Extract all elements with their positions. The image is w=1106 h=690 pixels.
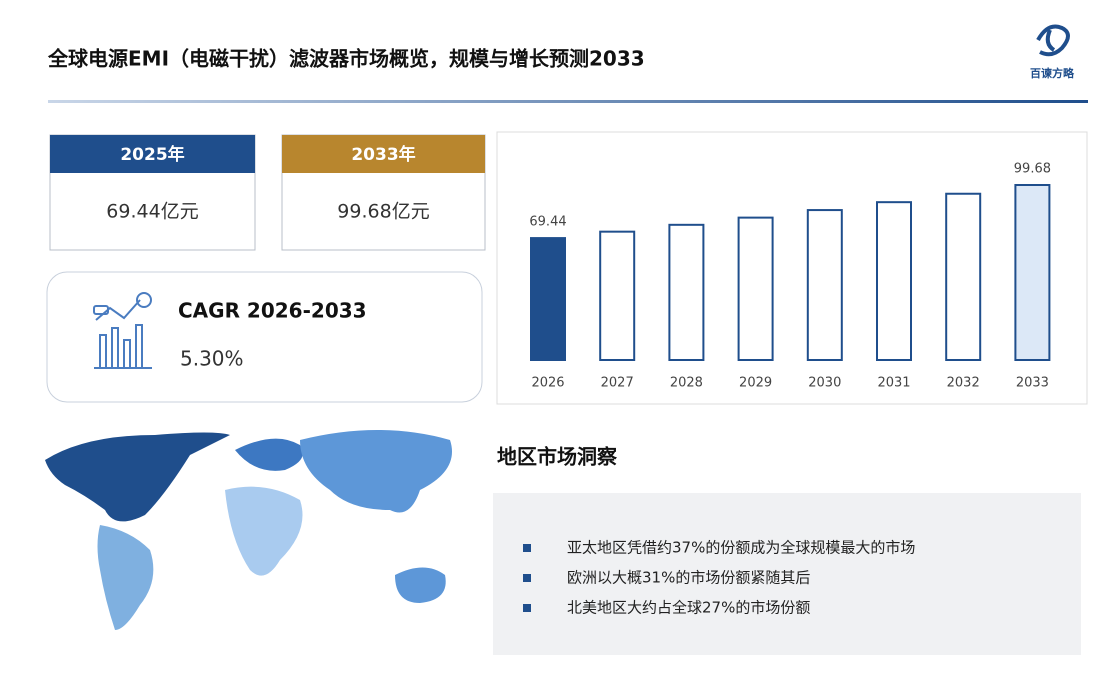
value-label: 99.68	[1014, 162, 1051, 177]
south-america	[97, 525, 154, 630]
cards: 2025年 69.44亿元 2033年 99.68亿元	[49, 134, 486, 251]
title-rule	[48, 100, 1088, 103]
x-tick-label: 2026	[531, 376, 564, 391]
value-label: 69.44	[529, 215, 566, 230]
logo: 百谏方略	[1030, 24, 1075, 80]
bullet-text: 亚太地区凭借约37%的份额成为全球规模最大的市场	[567, 539, 915, 557]
card-header	[50, 135, 255, 173]
x-tick-label: 2030	[808, 376, 841, 391]
card-label: 2025年	[120, 144, 184, 165]
card-label: 2033年	[351, 144, 415, 165]
region-box	[493, 493, 1081, 655]
bar	[599, 230, 636, 361]
bar	[530, 237, 566, 361]
region-title: 地区市场洞察	[497, 445, 618, 469]
bar	[668, 223, 705, 361]
x-tick-label: 2031	[877, 376, 910, 391]
africa	[225, 486, 303, 576]
europe	[235, 438, 303, 471]
x-tick-label: 2027	[601, 376, 634, 391]
bar	[806, 209, 843, 361]
x-tick-label: 2033	[1016, 376, 1049, 391]
x-tick-label: 2032	[947, 376, 980, 391]
bar-chart: 2026 69.44 2027 2028 2029 2030 2031 2032 2033 99.…	[529, 162, 1051, 391]
card-header	[282, 135, 485, 173]
cagr-value: 5.30%	[180, 347, 244, 371]
cagr-box	[46, 271, 483, 403]
bullet-marker	[523, 604, 531, 612]
bullet-text: 欧洲以大概31%的市场份额紧随其后	[567, 569, 810, 587]
bar	[1014, 184, 1051, 361]
bullet-text: 北美地区大约占全球27%的市场份额	[567, 599, 810, 617]
chart-panel	[496, 131, 1088, 405]
bullet-marker	[523, 574, 531, 582]
cagr-label: CAGR 2026-2033	[178, 299, 367, 323]
asia	[300, 430, 452, 513]
bar	[945, 192, 982, 361]
australia	[395, 567, 446, 603]
world-map	[45, 430, 452, 630]
title: 全球电源EMI（电磁干扰）滤波器市场概览，规模与增长预测2033	[47, 47, 645, 71]
x-tick-label: 2029	[739, 376, 772, 391]
north-america	[45, 432, 230, 522]
region-bullets: 亚太地区凭借约37%的份额成为全球规模最大的市场欧洲以大概31%的市场份额紧随其…	[523, 539, 915, 617]
bullet-marker	[523, 544, 531, 552]
cagr-icon	[93, 292, 152, 369]
card-value: 99.68亿元	[337, 201, 429, 223]
x-tick-label: 2028	[670, 376, 703, 391]
logo-mark	[1036, 24, 1070, 57]
card-value: 69.44亿元	[106, 201, 198, 223]
logo-text: 百谏方略	[1030, 66, 1075, 80]
bar	[876, 201, 912, 361]
bar	[737, 216, 774, 361]
